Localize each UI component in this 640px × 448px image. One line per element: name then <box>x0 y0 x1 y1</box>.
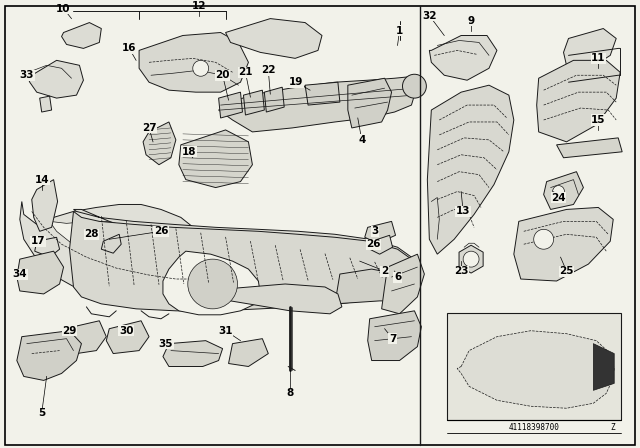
Polygon shape <box>557 138 622 158</box>
Text: 35: 35 <box>159 339 173 349</box>
Polygon shape <box>564 29 616 68</box>
Polygon shape <box>365 221 396 243</box>
Bar <box>447 313 621 420</box>
Polygon shape <box>428 85 514 254</box>
Text: 15: 15 <box>591 115 605 125</box>
Polygon shape <box>219 92 243 118</box>
Circle shape <box>463 251 479 267</box>
Text: Z: Z <box>610 422 614 431</box>
Text: 9: 9 <box>468 16 475 26</box>
Text: 33: 33 <box>20 70 34 80</box>
Text: 34: 34 <box>13 269 27 279</box>
Text: 41118398700: 41118398700 <box>508 422 559 431</box>
Polygon shape <box>70 321 106 353</box>
Text: 6: 6 <box>394 272 401 282</box>
Text: 25: 25 <box>559 266 574 276</box>
Text: 17: 17 <box>30 236 45 246</box>
Polygon shape <box>264 87 284 112</box>
Text: 16: 16 <box>122 43 136 53</box>
Polygon shape <box>537 60 620 142</box>
Text: 8: 8 <box>287 388 294 398</box>
Text: 13: 13 <box>456 207 470 216</box>
Polygon shape <box>20 202 228 307</box>
Polygon shape <box>70 211 417 311</box>
Text: 22: 22 <box>261 65 276 75</box>
Text: 23: 23 <box>454 266 468 276</box>
Polygon shape <box>543 172 584 210</box>
Polygon shape <box>40 96 52 112</box>
Polygon shape <box>593 344 614 390</box>
Polygon shape <box>81 231 101 249</box>
Text: 24: 24 <box>551 193 566 202</box>
Text: 20: 20 <box>215 70 230 80</box>
Polygon shape <box>225 284 342 314</box>
Text: 19: 19 <box>289 77 303 87</box>
Text: 5: 5 <box>38 408 45 418</box>
Polygon shape <box>228 339 268 366</box>
Polygon shape <box>514 207 613 281</box>
Polygon shape <box>101 234 121 253</box>
Text: 18: 18 <box>182 147 196 157</box>
Text: 12: 12 <box>191 0 206 11</box>
Circle shape <box>188 259 237 309</box>
Polygon shape <box>348 78 392 128</box>
Text: 1: 1 <box>396 26 403 35</box>
Polygon shape <box>42 217 209 281</box>
Polygon shape <box>139 33 248 92</box>
Text: 14: 14 <box>35 175 49 185</box>
Text: 26: 26 <box>367 239 381 249</box>
Text: 28: 28 <box>84 229 99 239</box>
Text: 10: 10 <box>56 4 71 13</box>
Polygon shape <box>429 35 497 80</box>
Text: 26: 26 <box>154 226 168 236</box>
Polygon shape <box>179 130 252 188</box>
Polygon shape <box>335 269 415 304</box>
Polygon shape <box>74 210 417 271</box>
Polygon shape <box>163 340 223 366</box>
Text: 31: 31 <box>218 326 233 336</box>
Text: 30: 30 <box>119 326 133 336</box>
Polygon shape <box>27 60 83 98</box>
Polygon shape <box>305 82 340 105</box>
Text: 21: 21 <box>238 67 253 77</box>
Polygon shape <box>459 245 483 273</box>
Text: 7: 7 <box>389 334 396 344</box>
Circle shape <box>193 60 209 76</box>
Text: 29: 29 <box>62 326 77 336</box>
Text: 4: 4 <box>358 135 365 145</box>
Text: 2: 2 <box>381 266 388 276</box>
Text: 32: 32 <box>422 11 436 21</box>
Polygon shape <box>368 311 421 361</box>
Polygon shape <box>225 19 322 58</box>
Polygon shape <box>163 251 260 315</box>
Polygon shape <box>457 331 614 408</box>
Polygon shape <box>35 237 60 257</box>
Polygon shape <box>17 331 81 380</box>
Text: 11: 11 <box>591 53 605 63</box>
Text: 27: 27 <box>141 123 156 133</box>
Polygon shape <box>370 235 392 254</box>
Polygon shape <box>61 22 101 48</box>
Polygon shape <box>143 122 176 165</box>
Polygon shape <box>219 76 417 132</box>
Polygon shape <box>106 321 149 353</box>
Polygon shape <box>32 180 58 231</box>
Circle shape <box>552 185 564 198</box>
Text: 3: 3 <box>371 226 378 236</box>
Circle shape <box>403 74 426 98</box>
Polygon shape <box>243 90 264 115</box>
Polygon shape <box>17 251 63 294</box>
Polygon shape <box>381 254 424 314</box>
Circle shape <box>534 229 554 249</box>
